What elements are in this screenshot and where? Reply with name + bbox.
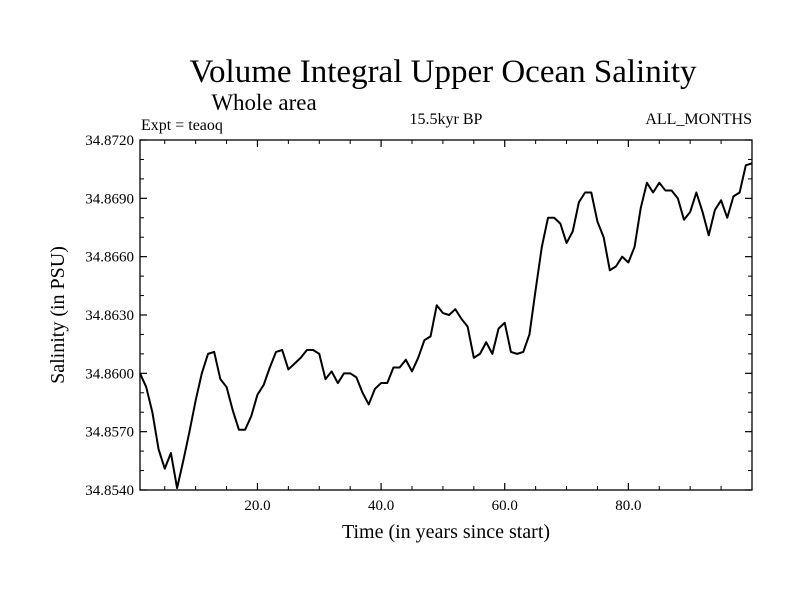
y-tick-label: 34.8600: [85, 366, 134, 382]
x-tick-label: 40.0: [368, 498, 394, 514]
x-axis-label: Time (in years since start): [342, 521, 550, 543]
y-tick-label: 34.8660: [85, 250, 134, 266]
months-label: ALL_MONTHS: [645, 111, 752, 128]
x-axis: 20.0 40.0 60.0 80.0: [164, 140, 722, 514]
y-tick-label: 34.8570: [85, 425, 134, 441]
experiment-label: Expt = teaoq: [141, 117, 223, 134]
chart-title: Volume Integral Upper Ocean Salinity: [189, 54, 697, 90]
x-tick-label: 60.0: [492, 498, 518, 514]
series-layer: [139, 162, 753, 490]
y-tick-label: 34.8720: [85, 133, 134, 149]
period-label: 15.5kyr BP: [410, 111, 483, 128]
series-line-salinity: [139, 162, 753, 490]
chart-subtitle: Whole area: [211, 90, 316, 115]
y-tick-label: 34.8690: [85, 191, 134, 207]
y-axis-label: Salinity (in PSU): [47, 246, 69, 384]
y-tick-label: 34.8540: [85, 483, 134, 499]
y-tick-label: 34.8630: [85, 308, 134, 324]
y-axis: 34.8540 34.8570 34.8600 34.8630 34.8660 34.86…: [85, 133, 752, 499]
x-tick-label: 80.0: [615, 498, 641, 514]
x-tick-label: 20.0: [244, 498, 270, 514]
